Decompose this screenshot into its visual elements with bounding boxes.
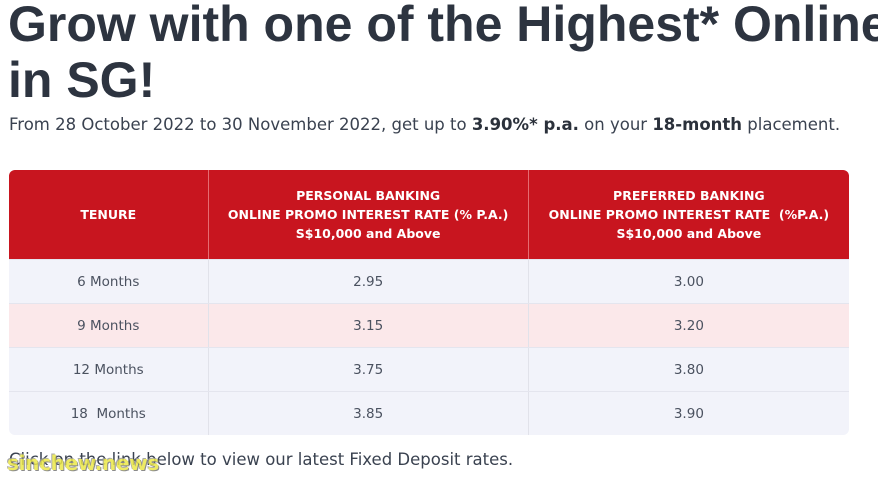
cell-personal-rate: 2.95 bbox=[209, 260, 529, 303]
cell-tenure: 9 Months bbox=[9, 304, 209, 347]
page-headline: Grow with one of the Highest* Online in … bbox=[8, 0, 878, 108]
table-row: 12 Months 3.75 3.80 bbox=[9, 347, 849, 391]
fixed-deposit-link[interactable]: Click on the link below bbox=[9, 450, 195, 469]
interest-rate-table: TENURE PERSONAL BANKING ONLINE PROMO INT… bbox=[9, 170, 849, 435]
cell-tenure: 12 Months bbox=[9, 348, 209, 391]
header-preferred-banking: PREFERRED BANKING ONLINE PROMO INTEREST … bbox=[529, 170, 849, 259]
promo-intro: From 28 October 2022 to 30 November 2022… bbox=[9, 115, 869, 134]
cell-preferred-rate: 3.90 bbox=[673, 405, 704, 422]
headline-line-2: in SG! bbox=[8, 52, 156, 108]
headline-line-1: Grow with one of the Highest* Online bbox=[8, 0, 878, 52]
header-personal-line-3: S$10,000 and Above bbox=[295, 226, 441, 241]
cell-tenure: 18 Months bbox=[9, 392, 209, 435]
intro-suffix: placement. bbox=[742, 115, 841, 134]
table-header: TENURE PERSONAL BANKING ONLINE PROMO INT… bbox=[9, 170, 849, 259]
header-preferred-line-3: S$10,000 and Above bbox=[616, 226, 762, 241]
header-personal-banking: PERSONAL BANKING ONLINE PROMO INTEREST R… bbox=[209, 170, 529, 259]
intro-middle: on your bbox=[578, 115, 653, 134]
footer-suffix: to view our latest Fixed Deposit rates. bbox=[194, 450, 514, 469]
table-row: 6 Months 2.95 3.00 bbox=[9, 259, 849, 303]
cell-personal-rate: 3.15 bbox=[209, 304, 529, 347]
cell-preferred-rate: 3.00 bbox=[673, 273, 704, 290]
intro-tenure: 18-month bbox=[652, 115, 743, 134]
cell-preferred-rate: 3.20 bbox=[673, 317, 704, 334]
table-row: 18 Months 3.85 3.90 bbox=[9, 391, 849, 435]
cell-tenure: 6 Months bbox=[9, 260, 209, 303]
footer-text: Click on the link below to view our late… bbox=[9, 450, 869, 469]
cell-personal-rate: 3.75 bbox=[209, 348, 529, 391]
header-preferred-line-2: ONLINE PROMO INTEREST RATE (%P.A.) bbox=[548, 207, 830, 222]
cell-preferred-rate: 3.80 bbox=[673, 361, 704, 378]
header-tenure: TENURE bbox=[9, 170, 209, 259]
header-personal-line-2: ONLINE PROMO INTEREST RATE (% P.A.) bbox=[227, 207, 509, 222]
header-personal-line-1: PERSONAL BANKING bbox=[296, 188, 441, 203]
table-row: 9 Months 3.15 3.20 bbox=[9, 303, 849, 347]
intro-prefix: From 28 October 2022 to 30 November 2022… bbox=[9, 115, 472, 134]
header-preferred-line-1: PREFERRED BANKING bbox=[613, 188, 765, 203]
cell-personal-rate: 3.85 bbox=[209, 392, 529, 435]
watermark-logo: sinchew.news bbox=[7, 451, 160, 475]
intro-rate: 3.90%* p.a. bbox=[471, 115, 579, 134]
